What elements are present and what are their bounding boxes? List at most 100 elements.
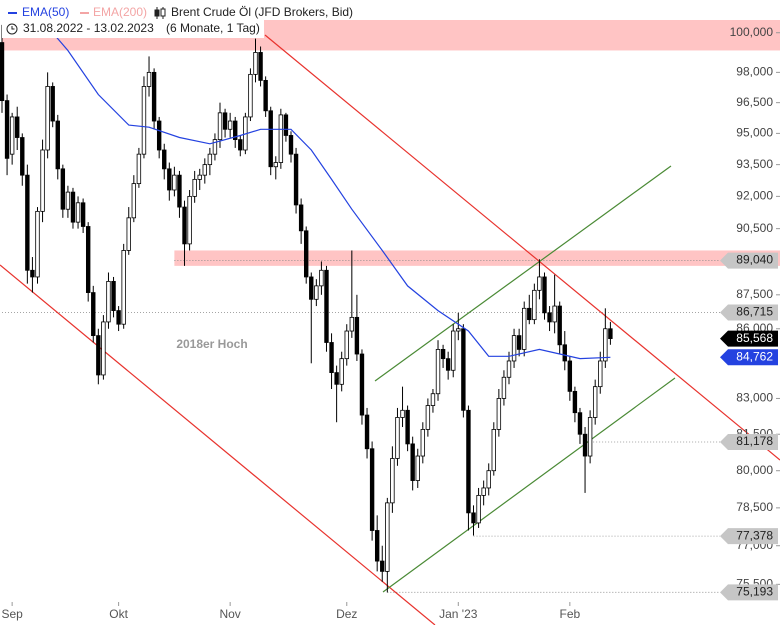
candle-body xyxy=(516,335,522,350)
candle-body xyxy=(80,202,86,227)
candle-body xyxy=(111,280,116,311)
candle-body xyxy=(202,164,207,176)
candle-body xyxy=(25,174,30,271)
candle-body xyxy=(20,137,25,176)
candle-body xyxy=(121,250,126,325)
price-box xyxy=(720,584,778,601)
x-tick-label: Feb xyxy=(559,607,580,621)
candle-body xyxy=(146,71,152,87)
candle-body xyxy=(298,204,304,232)
annotation: 2018er Hoch xyxy=(176,337,247,351)
candle-body xyxy=(167,168,172,191)
candle-body xyxy=(30,269,35,278)
candle-body xyxy=(349,316,355,332)
price-box xyxy=(720,528,778,545)
x-tick-label: Dez xyxy=(336,607,357,621)
candle-body xyxy=(562,344,567,362)
candle-body xyxy=(577,412,583,435)
candle-body xyxy=(552,305,557,323)
candle-body xyxy=(116,310,121,325)
candle-body xyxy=(238,139,243,151)
candle-body xyxy=(91,292,96,337)
price-box xyxy=(720,349,778,366)
candle-body xyxy=(511,335,517,362)
candle-body xyxy=(374,530,380,562)
candle-body xyxy=(415,455,420,481)
candle-body xyxy=(587,417,593,457)
candle-body xyxy=(385,502,390,572)
candle-body xyxy=(451,330,456,371)
candle-body xyxy=(187,195,192,245)
candle-body xyxy=(344,330,349,360)
candle-body xyxy=(217,112,223,141)
candle-body xyxy=(162,149,167,170)
period: (6 Monate, 1 Tag) xyxy=(166,21,260,35)
ema-line xyxy=(42,20,611,360)
candle-body xyxy=(172,174,177,191)
candle-body xyxy=(471,512,476,524)
candle-body xyxy=(258,52,263,81)
price-box xyxy=(720,304,778,321)
candles xyxy=(0,24,613,593)
price-label: 85,568 xyxy=(736,331,773,345)
candle-body xyxy=(420,429,426,457)
candle-body xyxy=(283,114,289,136)
price-label: 86,715 xyxy=(736,305,773,319)
candle-body xyxy=(303,230,309,278)
candle-body xyxy=(106,280,111,323)
candle-body xyxy=(608,328,613,339)
candle-body xyxy=(50,86,55,122)
trend-line xyxy=(0,264,436,625)
candle-body xyxy=(136,153,142,185)
candle-body xyxy=(461,328,466,411)
candle-body xyxy=(359,353,365,416)
legend-label: EMA(50) xyxy=(22,5,69,19)
candle-body xyxy=(425,405,431,430)
y-tick-label: 83,000 xyxy=(736,391,773,405)
price-labels: 89,040 86,715 85,568 84,762 81,178 77,378 75,1… xyxy=(720,252,778,601)
candle-body xyxy=(506,360,512,378)
candle-body xyxy=(151,71,157,122)
candle-body xyxy=(466,409,471,514)
candle-body xyxy=(227,120,233,130)
candle-body xyxy=(319,269,324,287)
candle-body xyxy=(445,358,451,371)
candle-body xyxy=(430,393,436,406)
candle-body xyxy=(547,312,552,323)
price-label: 84,762 xyxy=(736,349,773,363)
candle-body xyxy=(65,191,71,210)
candle-body xyxy=(364,414,370,450)
candle-body xyxy=(390,458,395,504)
candle-body xyxy=(476,494,481,524)
candle-body xyxy=(4,100,10,159)
range-bg xyxy=(2,20,264,38)
candle-icon xyxy=(154,7,166,19)
candle-body xyxy=(101,321,106,376)
candle-body xyxy=(339,358,344,385)
y-tick-label: 98,000 xyxy=(736,65,773,79)
trend-lines xyxy=(0,34,780,625)
candle-body xyxy=(40,149,45,212)
candle-body xyxy=(273,162,278,168)
candle-body xyxy=(9,116,15,155)
candle-body xyxy=(248,73,253,118)
candle-body xyxy=(334,372,339,385)
candle-body xyxy=(177,174,182,208)
header: EMA(50) EMA(200) Brent Crude Öl (JFD Bro… xyxy=(0,2,360,38)
candle-body xyxy=(75,202,81,223)
header-bg xyxy=(0,2,360,20)
y-tick-label: 80,000 xyxy=(736,463,773,477)
candle-body xyxy=(324,269,329,343)
candle-body xyxy=(354,316,360,355)
candle-body xyxy=(35,210,40,278)
candle-body xyxy=(263,79,268,112)
candle-body xyxy=(45,86,50,151)
candle-body xyxy=(542,276,547,314)
ema xyxy=(42,20,611,360)
price-label: 75,193 xyxy=(736,585,773,599)
candle-body xyxy=(435,349,441,395)
clock-hand xyxy=(11,26,15,30)
candle-body xyxy=(527,307,532,321)
trend-line xyxy=(264,34,780,461)
